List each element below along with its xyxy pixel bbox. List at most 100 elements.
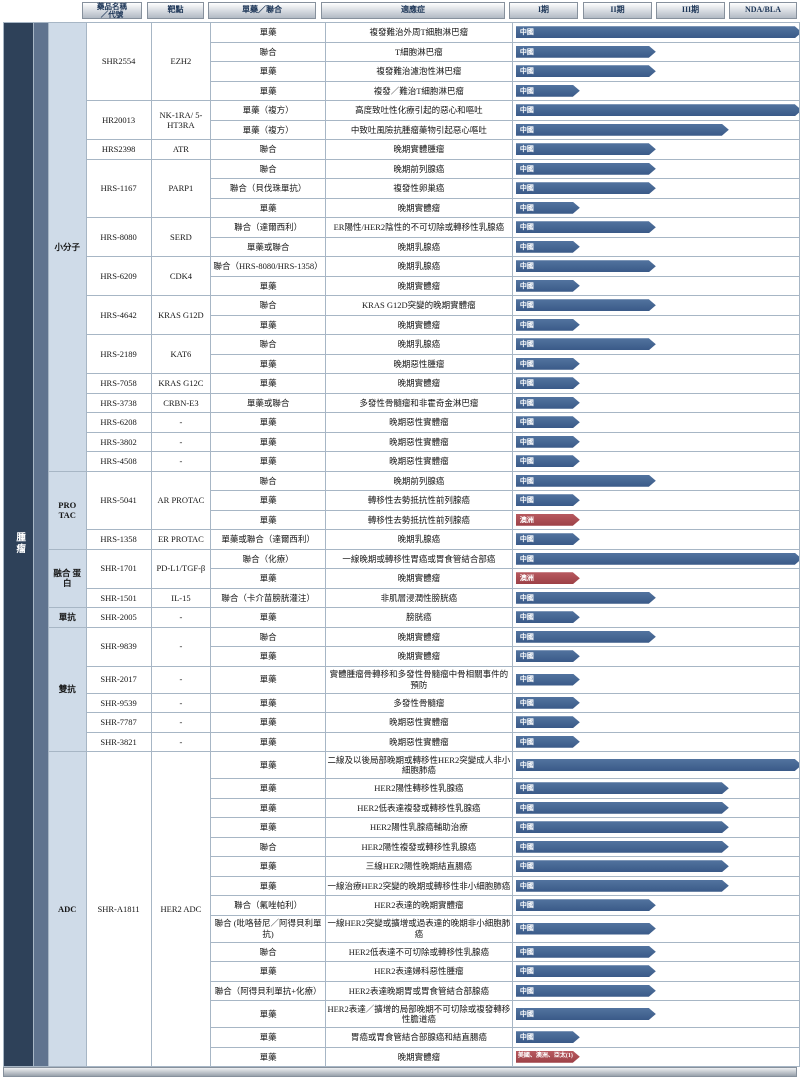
mode-cell: 單藥: [210, 1027, 326, 1048]
phase-track-cell: 中國: [511, 548, 800, 569]
phase-progress-bar: 中國: [516, 124, 729, 136]
phase-track-cell: 中國: [511, 692, 800, 713]
phase-progress-bar: 中國: [516, 631, 656, 643]
phase-progress-bar: 中國: [516, 494, 580, 506]
phase-progress-bar: 中國: [516, 260, 656, 272]
phase-track-cell: 中國: [511, 158, 800, 179]
region-label: 中國: [519, 842, 534, 851]
phase-track-cell: 中國: [511, 80, 800, 101]
indication-cell: 轉移性去勢抵抗性前列腺癌: [324, 490, 513, 511]
phase-track-cell: 中國: [511, 529, 800, 550]
phase-progress-bar: 中國: [516, 965, 656, 977]
indication-cell: 晚期實體瘤: [324, 1046, 513, 1067]
drug-name-cell: SHR-3821: [85, 731, 152, 752]
pipeline-row: HRS-1358 ER PROTAC 單藥或聯合（達爾西利） 晚期乳腺癌 中國: [4, 529, 800, 550]
drug-name-cell: HRS2398: [85, 139, 152, 160]
phase-track-cell: 中國: [511, 980, 800, 1001]
region-label: 中國: [519, 164, 534, 173]
phase-track-cell: 中國: [511, 451, 800, 472]
pipeline-row: HRS-2189 KAT6 聯合 晚期乳腺癌 中國: [4, 334, 800, 374]
pipeline-row: 單藥 HER2低表達複發或轉移性乳腺癌 中國: [4, 797, 800, 818]
phase-track-cell: 中國: [511, 778, 800, 799]
region-label: 中國: [519, 379, 534, 388]
phase-track-cell: 中國: [511, 470, 800, 491]
region-label: 中國: [519, 784, 534, 793]
phase-track-cell: 中國: [511, 61, 800, 82]
target-cell: NK-1RA/ 5-HT3RA: [150, 100, 212, 140]
mode-cell: 聯合: [210, 941, 326, 962]
mode-cell: 單藥: [210, 712, 326, 733]
phase-track-cell: 中國: [511, 22, 800, 43]
mode-cell: 聯合 (吡咯替尼／阿得貝利單抗): [210, 914, 326, 943]
region-label: 澳洲: [519, 515, 534, 524]
phase-track-cell: 中國: [511, 836, 800, 857]
phase-track-cell: 中國: [511, 314, 800, 335]
region-label: 中國: [519, 675, 534, 684]
mode-cell: 聯合: [210, 836, 326, 857]
phase-progress-bar: 中國: [516, 821, 729, 833]
phase-progress-bar: 中國: [516, 1031, 580, 1043]
indication-cell: HER2表達婦科惡性腫瘤: [324, 961, 513, 982]
category-cell: PRO TAC: [47, 470, 87, 550]
pipeline-row: 單藥 晚期實體瘤 中國: [4, 314, 800, 335]
indication-cell: 多發性骨髓瘤和非霍奇金淋巴瘤: [324, 392, 513, 413]
phase-progress-bar: 中國: [516, 377, 580, 389]
mode-cell: 單藥或聯合（達爾西利）: [210, 529, 326, 550]
indication-cell: 晚期實體瘤: [324, 626, 513, 647]
mode-cell: 單藥: [210, 1000, 326, 1028]
region-label: 中國: [519, 47, 534, 56]
phase-progress-bar: 中國: [516, 436, 580, 448]
phase-progress-bar: 中國: [516, 611, 580, 623]
region-label: 中國: [519, 28, 534, 37]
indication-cell: 晚期乳腺癌: [324, 256, 513, 277]
phase-track-cell: 中國: [511, 646, 800, 667]
indication-cell: 晚期惡性腫瘤: [324, 353, 513, 374]
phase-track-cell: 中國: [511, 275, 800, 296]
indication-cell: 晚期前列腺癌: [324, 470, 513, 491]
indication-cell: 二線及以後局部晚期或轉移性HER2突變成人非小細胞肺癌: [324, 751, 513, 779]
phase-progress-bar: 中國: [516, 880, 729, 892]
indication-cell: 晚期惡性實體瘤: [324, 731, 513, 752]
pipeline-row: 聯合 (吡咯替尼／阿得貝利單抗) 一線HER2突變或擴增或過表達的晚期非小細胞肺癌…: [4, 914, 800, 943]
pipeline-row: HRS-7058 KRAS G12C 單藥 晚期實體瘤 中國: [4, 373, 800, 394]
target-cell: -: [150, 412, 212, 433]
phase-progress-bar: 中國: [516, 143, 656, 155]
mode-cell: 單藥: [210, 314, 326, 335]
target-cell: ATR: [150, 139, 212, 160]
pipeline-row: 單藥 轉移性去勢抵抗性前列腺癌 中國: [4, 490, 800, 511]
pipeline-row: 腫瘤 小分子 SHR2554 EZH2 單藥 複發難治外周T細胞淋巴瘤 中國: [3, 22, 800, 1067]
indication-cell: 胃癌或胃食管結合部腺癌和結直腸癌: [324, 1027, 513, 1048]
indication-cell: HER2低表達不可切除或轉移性乳腺癌: [324, 941, 513, 962]
phase-track-cell: 中國: [511, 751, 800, 779]
target-cell: KRAS G12C: [150, 373, 212, 394]
pipeline-row: 單藥 晚期惡性腫瘤 中國: [4, 353, 800, 374]
drug-name-cell: HRS-4508: [85, 451, 152, 472]
target-cell: HER2 ADC: [150, 751, 212, 1067]
indication-cell: HER2陽性乳腺癌輔助治療: [324, 817, 513, 838]
phase-track-cell: 中國: [511, 961, 800, 982]
region-label: 中國: [519, 320, 534, 329]
pipeline-row: 單藥（複方） 中致吐風險抗腫瘤藥物引起惡心嘔吐 中國: [4, 119, 800, 140]
mode-cell: 單藥: [210, 568, 326, 589]
footer-strip: [3, 1067, 797, 1077]
indication-cell: 多發性骨髓瘤: [324, 692, 513, 713]
pipeline-row: SHR-9539- 單藥 多發性骨髓瘤 中國: [4, 692, 800, 713]
indication-cell: ER陽性/HER2陰性的不可切除或轉移性乳腺癌: [324, 217, 513, 238]
region-label: 中國: [519, 535, 534, 544]
pipeline-row: SHR-3821- 單藥 晚期惡性實體瘤 中國: [4, 731, 800, 752]
phase-progress-bar: 澳洲: [516, 572, 580, 584]
indication-cell: 一線晚期或轉移性胃癌或胃食管結合部癌: [324, 548, 513, 569]
category-cell: ADC: [47, 751, 87, 1067]
mode-cell: 單藥: [210, 373, 326, 394]
target-cell: -: [150, 692, 212, 713]
phase-progress-bar: 美國、澳洲、亞太(1): [516, 1051, 580, 1063]
pipeline-row: SHR-7787- 單藥 晚期惡性實體瘤 中國: [4, 712, 800, 733]
phase-progress-bar: 中國: [516, 202, 580, 214]
phase-track-cell: 中國: [511, 1027, 800, 1048]
pipeline-row: HRS-6209 CDK4 聯合（HRS-8080/HRS-1358） 晚期乳腺癌 中國: [4, 256, 800, 296]
region-label: 中國: [519, 398, 534, 407]
indication-cell: 晚期實體瘤: [324, 275, 513, 296]
phase-progress-bar: 中國: [516, 65, 656, 77]
pipeline-row: HRS-3802- 單藥 晚期惡性實體瘤 中國: [4, 431, 800, 452]
